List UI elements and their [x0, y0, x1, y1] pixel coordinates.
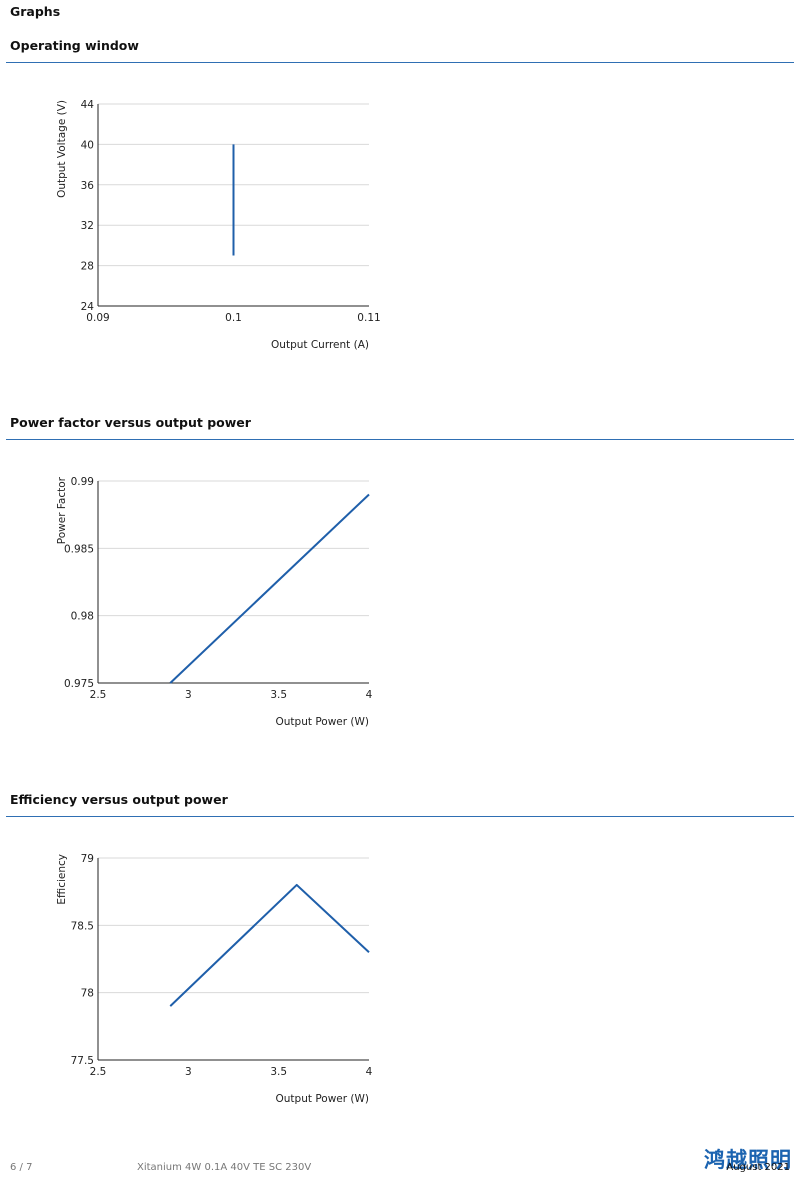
y-tick-label: 36 — [81, 180, 95, 192]
x-tick-label: 3 — [185, 1066, 192, 1078]
y-tick-label: 79 — [81, 853, 94, 865]
brand-logo: 鸿越照明 — [704, 1148, 792, 1172]
x-tick-label: 0.09 — [86, 312, 109, 324]
x-tick-label: 4 — [366, 1066, 373, 1078]
power-factor-chart: 0.975 0.98 0.985 0.99 2.5 3 3.5 4 Output Power (… — [56, 476, 373, 728]
y-tick-label: 44 — [81, 99, 95, 111]
y-tick-label: 28 — [81, 261, 94, 273]
x-tick-label: 4 — [366, 689, 373, 701]
efficiency-chart: 77.5 78 78.5 79 2.5 3 3.5 4 Output Power (W) Effi… — [56, 853, 373, 1105]
footer-date: August 2021 — [726, 1162, 790, 1173]
footer-product-name: Xitanium 4W 0.1A 40V TE SC 230V — [137, 1162, 312, 1173]
series-line — [169, 493, 370, 684]
x-tick-label: 3 — [185, 689, 192, 701]
y-axis-label: Power Factor — [56, 476, 68, 544]
section-title-power-factor: Power factor versus output power — [10, 415, 251, 430]
section-title-operating-window: Operating window — [10, 38, 139, 53]
y-tick-label: 40 — [81, 139, 94, 151]
page-title: Graphs — [10, 4, 61, 19]
y-tick-label: 32 — [81, 220, 94, 232]
y-tick-label: 0.98 — [71, 611, 94, 623]
y-axis-label: Output Voltage (V) — [56, 100, 68, 198]
y-tick-label: 24 — [81, 301, 95, 313]
x-tick-label: 0.1 — [225, 312, 242, 324]
chart-efficiency: 77.5 78 78.5 79 2.5 3 3.5 4 Output Power (W) Effi… — [0, 816, 420, 1116]
x-tick-label: 3.5 — [270, 689, 287, 701]
y-tick-label: 77.5 — [71, 1055, 94, 1067]
y-tick-label: 0.99 — [71, 476, 94, 488]
footer-page-number: 6 / 7 — [10, 1162, 33, 1173]
chart-operating-window: 24 28 32 36 40 44 0.09 0.1 0.11 Output Current (A… — [0, 62, 420, 362]
x-tick-label: 0.11 — [357, 312, 380, 324]
section-divider — [6, 439, 794, 440]
section-divider — [6, 62, 794, 63]
operating-window-chart: 24 28 32 36 40 44 0.09 0.1 0.11 Output Current (A… — [56, 99, 381, 351]
y-tick-label: 78.5 — [71, 920, 94, 932]
y-axis-label: Efficiency — [56, 854, 68, 905]
chart-power-factor: 0.975 0.98 0.985 0.99 2.5 3 3.5 4 Output Power (… — [0, 439, 420, 739]
x-tick-label: 2.5 — [90, 1066, 107, 1078]
section-divider — [6, 816, 794, 817]
x-axis-label: Output Power (W) — [276, 1093, 369, 1105]
x-tick-label: 2.5 — [90, 689, 107, 701]
y-tick-label: 78 — [81, 988, 94, 1000]
y-tick-label: 0.985 — [64, 543, 94, 555]
y-tick-label: 0.975 — [64, 678, 94, 690]
x-axis-label: Output Power (W) — [276, 716, 369, 728]
series-line — [169, 883, 370, 1007]
x-tick-label: 3.5 — [270, 1066, 287, 1078]
section-title-efficiency: Efficiency versus output power — [10, 792, 228, 807]
x-axis-label: Output Current (A) — [271, 339, 369, 351]
